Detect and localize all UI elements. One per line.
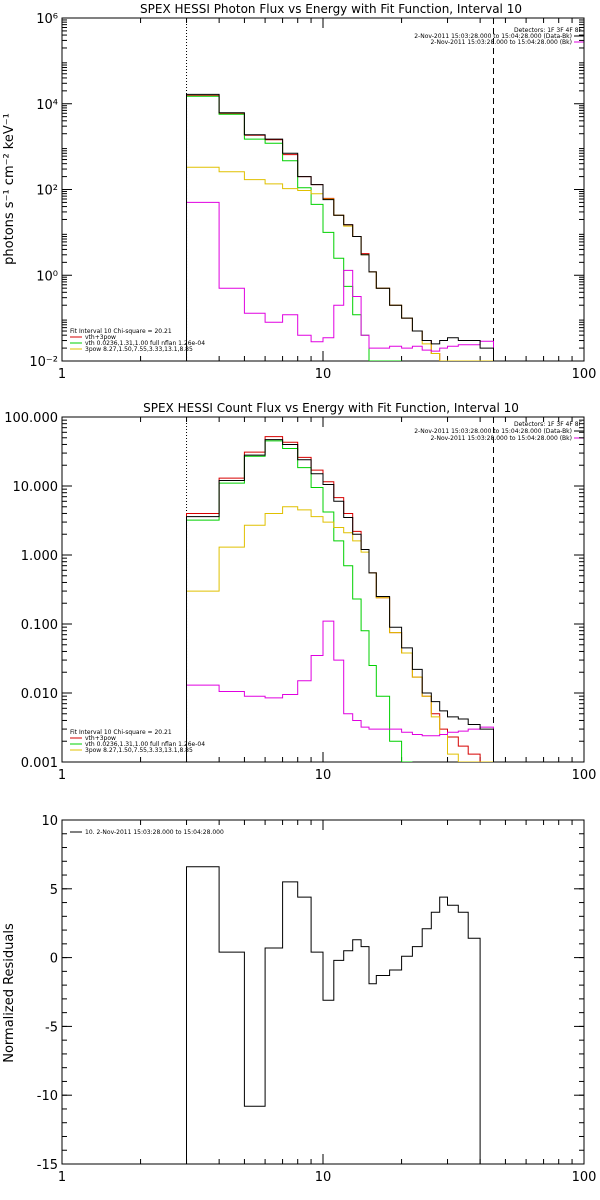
legend-vth-3pow: vth+3pow	[85, 334, 116, 341]
y-tick-label: 0	[50, 952, 58, 967]
traces	[186, 866, 481, 1164]
legend-vth-3pow: vth+3pow	[85, 735, 116, 742]
plot-frame	[61, 416, 585, 763]
count-flux-panel: SPEX HESSI Count Flux vs Energy with Fit…	[4, 401, 596, 783]
y-tick-label: -15	[37, 1158, 58, 1173]
y-tick-label: 10	[41, 814, 58, 829]
y-tick-label: 1.000	[21, 549, 58, 564]
legend-3pow: 3pow 8.27,1.50,7.55,3.33,13.1,8.85	[85, 346, 193, 353]
x-tick-label: 100	[572, 1170, 597, 1185]
legend-bottom: Fit Interval 10 Chi-square = 20.21 vth+3…	[70, 729, 205, 754]
residuals-panel: Normalized Residuals 10. 2-Nov-2011 15:0…	[2, 814, 596, 1185]
legend-interval-label: 10. 2-Nov-2011 15:03:28.000 to 15:04:28.…	[85, 829, 224, 836]
series-10-2-nov-2011-15-03-28-000-to-15-04-28-000	[186, 866, 481, 1164]
x-tick-label: 10	[315, 367, 332, 382]
y-tick-label: -5	[45, 1020, 58, 1035]
x-tick-label: 1	[58, 1170, 66, 1185]
x-tick-label: 1	[58, 367, 66, 382]
y-tick-label: 0.010	[21, 687, 58, 702]
y-tick-label: 100.000	[4, 411, 58, 426]
legend-bottom: Fit Interval 10 Chi-square = 20.21 vth+3…	[70, 328, 205, 353]
legend-fit-interval: Fit Interval 10 Chi-square = 20.21	[70, 729, 172, 736]
legend-bk: 2-Nov-2011 15:03:28.000 to 15:04:28.000 …	[430, 39, 572, 46]
y-tick-label: 10⁰	[36, 269, 58, 284]
y-tick-label: 10⁻²	[29, 355, 58, 370]
y-tick-label: 0.100	[21, 618, 58, 633]
legend-detectors: Detectors: 1F 3F 4F 8F	[514, 421, 583, 428]
series-data-bk	[186, 93, 494, 361]
y-axis-label: Normalized Residuals	[2, 923, 17, 1063]
legend-top: Detectors: 1F 3F 4F 8F 2-Nov-2011 15:03:…	[414, 27, 584, 46]
x-tick-label: 10	[315, 768, 332, 783]
y-tick-label: 10.000	[13, 480, 59, 495]
x-tick-label: 1	[58, 768, 66, 783]
legend-data-bk: 2-Nov-2011 15:03:28.000 to 15:04:28.000 …	[414, 33, 572, 40]
legend-vth: vth 0.0236,1.31,1.00 full nflan 1.26e-04	[85, 340, 205, 347]
series-data-bk	[186, 439, 494, 762]
series-vth	[186, 440, 413, 762]
y-tick-label: 5	[50, 883, 58, 898]
legend-top: Detectors: 1F 3F 4F 8F 2-Nov-2011 15:03:…	[414, 421, 584, 442]
legend-vth: vth 0.0236,1.31,1.00 full nflan 1.26e-04	[85, 741, 205, 748]
y-axis-label: photons s⁻¹ cm⁻² keV⁻¹	[2, 113, 17, 265]
legend-3pow: 3pow 8.27,1.50,7.55,3.33,13.1,8.85	[85, 747, 193, 754]
chart-title: SPEX HESSI Count Flux vs Energy with Fit…	[143, 401, 519, 415]
y-tick-label: 10⁴	[36, 98, 58, 113]
series-bk	[186, 201, 494, 361]
y-tick-label: 10²	[36, 184, 58, 199]
traces	[186, 93, 494, 361]
x-tick-label: 10	[315, 1170, 332, 1185]
y-tick-label: 10⁶	[36, 12, 58, 27]
series-3pow	[186, 506, 494, 762]
legend-fit-interval: Fit Interval 10 Chi-square = 20.21	[70, 328, 172, 335]
legend-bk: 2-Nov-2011 15:03:28.000 to 15:04:28.000 …	[430, 435, 572, 442]
traces	[186, 436, 494, 762]
series-vth-3pow	[186, 95, 494, 361]
chart-title: SPEX HESSI Photon Flux vs Energy with Fi…	[140, 2, 522, 16]
legend-detectors: Detectors: 1F 3F 4F 8F	[514, 27, 583, 34]
photon-flux-panel: SPEX HESSI Photon Flux vs Energy with Fi…	[2, 2, 596, 382]
x-tick-label: 100	[572, 768, 597, 783]
y-tick-label: -10	[37, 1089, 58, 1104]
y-tick-label: 0.001	[21, 756, 58, 771]
legend: 10. 2-Nov-2011 15:03:28.000 to 15:04:28.…	[70, 829, 224, 836]
series-bk	[186, 620, 494, 762]
x-tick-label: 100	[572, 367, 597, 382]
series-3pow	[186, 166, 494, 361]
